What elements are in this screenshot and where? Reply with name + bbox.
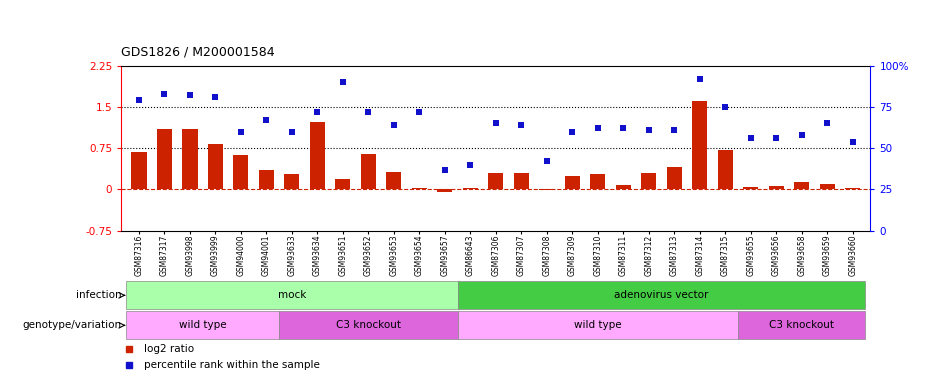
Text: genotype/variation: genotype/variation bbox=[22, 320, 122, 330]
Text: wild type: wild type bbox=[179, 320, 226, 330]
Point bbox=[590, 125, 605, 131]
Bar bbox=[310, 122, 325, 189]
Point bbox=[693, 76, 708, 82]
Bar bbox=[641, 173, 656, 189]
Bar bbox=[335, 180, 350, 189]
Bar bbox=[182, 129, 197, 189]
Bar bbox=[126, 311, 279, 339]
Point bbox=[157, 91, 172, 97]
Bar bbox=[457, 311, 738, 339]
Point bbox=[361, 109, 376, 115]
Bar bbox=[488, 173, 504, 189]
Point bbox=[335, 79, 350, 85]
Point bbox=[182, 92, 197, 98]
Bar bbox=[768, 186, 784, 189]
Point bbox=[208, 94, 223, 100]
Bar bbox=[360, 154, 376, 189]
Point bbox=[412, 109, 426, 115]
Text: infection: infection bbox=[76, 290, 122, 300]
Bar bbox=[463, 188, 478, 189]
Bar bbox=[794, 182, 809, 189]
Bar bbox=[692, 101, 708, 189]
Bar bbox=[743, 187, 759, 189]
Bar bbox=[208, 144, 223, 189]
Bar bbox=[438, 189, 452, 192]
Point bbox=[718, 104, 733, 110]
Bar bbox=[590, 174, 605, 189]
Point bbox=[769, 135, 784, 141]
Point bbox=[667, 127, 681, 133]
Point bbox=[310, 109, 325, 115]
Bar bbox=[667, 167, 681, 189]
Bar bbox=[412, 188, 427, 189]
Bar bbox=[131, 152, 146, 189]
Bar bbox=[819, 184, 835, 189]
Bar bbox=[615, 185, 631, 189]
Point bbox=[259, 117, 274, 123]
Point bbox=[845, 138, 860, 144]
Point bbox=[615, 125, 630, 131]
Bar bbox=[156, 129, 172, 189]
Point bbox=[514, 122, 529, 128]
Bar bbox=[126, 281, 457, 309]
Point bbox=[463, 162, 478, 168]
Bar bbox=[279, 311, 457, 339]
Bar bbox=[259, 170, 274, 189]
Text: adenovirus vector: adenovirus vector bbox=[614, 290, 708, 300]
Point bbox=[794, 132, 809, 138]
Text: log2 ratio: log2 ratio bbox=[143, 344, 194, 354]
Text: mock: mock bbox=[277, 290, 306, 300]
Bar bbox=[233, 155, 249, 189]
Bar bbox=[539, 189, 554, 190]
Text: percentile rank within the sample: percentile rank within the sample bbox=[143, 360, 319, 370]
Bar bbox=[738, 311, 866, 339]
Text: GDS1826 / M200001584: GDS1826 / M200001584 bbox=[121, 45, 275, 58]
Point bbox=[565, 129, 580, 135]
Bar bbox=[564, 176, 580, 189]
Point bbox=[743, 135, 758, 141]
Point bbox=[438, 166, 452, 172]
Bar bbox=[386, 172, 401, 189]
Point bbox=[284, 129, 299, 135]
Point bbox=[819, 120, 834, 126]
Bar bbox=[284, 174, 300, 189]
Point bbox=[539, 158, 554, 164]
Bar bbox=[514, 173, 529, 189]
Text: wild type: wild type bbox=[573, 320, 622, 330]
Text: C3 knockout: C3 knockout bbox=[336, 320, 401, 330]
Point bbox=[234, 129, 249, 135]
Point bbox=[489, 120, 504, 126]
Point bbox=[641, 127, 656, 133]
Text: C3 knockout: C3 knockout bbox=[769, 320, 834, 330]
Point bbox=[131, 97, 146, 103]
Bar bbox=[845, 188, 860, 189]
Point bbox=[386, 122, 401, 128]
Bar bbox=[457, 281, 866, 309]
Bar bbox=[718, 150, 733, 189]
